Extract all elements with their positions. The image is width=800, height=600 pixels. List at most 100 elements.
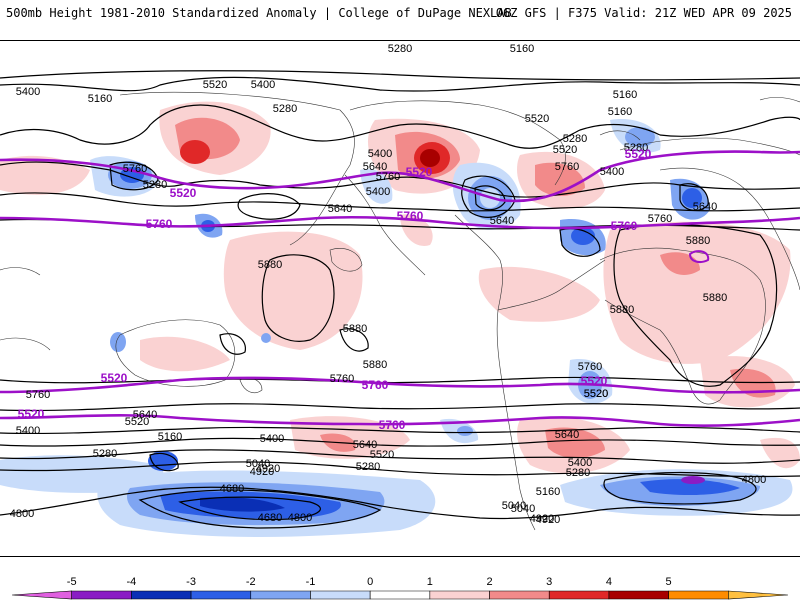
contour-label: 5880: [686, 235, 710, 247]
contour-label: 5520: [170, 186, 197, 200]
contour-label: 5280: [566, 467, 590, 479]
contour-label: 5520: [370, 449, 394, 461]
colorbar-tick-label: -1: [306, 576, 316, 588]
colorbar-swatch: [489, 590, 550, 600]
contour-label: 5880: [703, 292, 727, 304]
colorbar-swatch: [429, 590, 490, 600]
colorbar-swatch: [728, 590, 789, 600]
contour-label: 5280: [563, 133, 587, 145]
contour-label: 5760: [648, 213, 672, 225]
contour-label: 5400: [568, 457, 592, 469]
colorbar-swatch: [11, 590, 72, 600]
contour-label: 5280: [93, 448, 117, 460]
colorbar-tick-label: 3: [546, 576, 552, 588]
contour-label: 5760: [146, 217, 173, 231]
contour-label: 5760: [555, 161, 579, 173]
contour-label: 4800: [10, 508, 34, 520]
contour-label: 5040: [502, 500, 526, 512]
contour-label: 5280: [143, 179, 167, 191]
colorbar-swatch: [71, 590, 132, 600]
contour-label: 5160: [510, 43, 534, 55]
colorbar-tick-label: 0: [367, 576, 373, 588]
contour-label: 4920: [256, 463, 280, 475]
contour-label: 5880: [363, 359, 387, 371]
contour-label: 5640: [328, 203, 352, 215]
contour-label: 5520: [553, 144, 577, 156]
contour-label: 5520: [625, 147, 652, 161]
contour-label: 5040: [511, 503, 535, 515]
colorbar-tick-label: 5: [666, 576, 672, 588]
colorbar-swatches: [11, 590, 789, 600]
contour-label: 5640: [693, 201, 717, 213]
contour-label: 5760: [376, 171, 400, 183]
contour-label: 5400: [366, 186, 390, 198]
contour-label: 5760: [611, 219, 638, 233]
contour-label: 5880: [610, 304, 634, 316]
contour-label: 5280: [388, 43, 412, 55]
contour-label: 5520: [581, 374, 608, 388]
contour-label: 5280: [273, 103, 297, 115]
contour-label: 5520: [101, 371, 128, 385]
contour-label: 5520: [525, 113, 549, 125]
model-run-info: 06Z GFS | F375 Valid: 21Z WED APR 09 202…: [495, 6, 792, 20]
contour-label: 5280: [356, 461, 380, 473]
colorbar-tick-label: 2: [486, 576, 492, 588]
colorbar-tick-label: 4: [606, 576, 612, 588]
contour-label: 5400: [600, 166, 624, 178]
reference-contour-labels: 5520576055205760552057605760552055205760…: [18, 147, 652, 432]
contour-label: 5160: [613, 89, 637, 101]
contour-label: 5160: [88, 93, 112, 105]
contour-label: 5160: [158, 431, 182, 443]
contour-label: 5640: [133, 409, 157, 421]
contour-label: 4800: [742, 474, 766, 486]
contour-label: 5040: [246, 458, 270, 470]
contour-label: 5280: [624, 142, 648, 154]
anomaly-map: 5280 516051605280540051605520540052805640…: [0, 43, 800, 537]
coastlines: [0, 91, 800, 531]
colorbar-tick-label: -5: [67, 576, 77, 588]
contour-label: 5880: [343, 323, 367, 335]
contour-label: 5400: [16, 425, 40, 437]
contour-label: 5760: [362, 378, 389, 392]
contour-label: 5760: [379, 418, 406, 432]
colorbar-swatch: [190, 590, 252, 600]
contour-label: 5520: [584, 388, 608, 400]
contour-label: 5520: [125, 416, 149, 428]
colorbar-swatch: [310, 590, 371, 600]
contour-label: 4680: [220, 483, 244, 495]
contour-label: 4800: [288, 512, 312, 524]
contour-label: 5160: [536, 486, 560, 498]
contour-label: 5640: [555, 429, 579, 441]
contour-label: 5760: [397, 209, 424, 223]
contour-label: 5640: [353, 439, 377, 451]
contour-label: 5400: [251, 79, 275, 91]
contour-label: 5520: [406, 165, 433, 179]
map-title: 500mb Height 1981-2010 Standardized Anom…: [6, 6, 512, 20]
colorbar-swatch: [548, 590, 610, 600]
contour-label: 5640: [490, 215, 514, 227]
colorbar-swatch: [608, 590, 669, 600]
colorbar-tick-label: 1: [427, 576, 433, 588]
contour-label: 5400: [260, 433, 284, 445]
colorbar-tick-label: -2: [246, 576, 256, 588]
colorbar-swatch: [250, 590, 311, 600]
contour-label: 4680: [258, 512, 282, 524]
colorbar-swatch: [369, 590, 431, 600]
reference-contours: [0, 150, 800, 427]
contour-label: 5520: [18, 407, 45, 421]
colorbar: -5 -4 -3 -2 -1 0 1 2 3 4 5: [11, 576, 789, 600]
contour-label: 5520: [203, 79, 227, 91]
contour-label: 5760: [26, 389, 50, 401]
contour-label: 5400: [368, 148, 392, 160]
map-frame: [0, 40, 800, 557]
contour-label: 5160: [608, 106, 632, 118]
contour-label: 5520: [584, 388, 608, 400]
contour-label: 5760: [123, 163, 147, 175]
colorbar-tick-label: -3: [186, 576, 196, 588]
contour-label: 4920: [530, 513, 554, 525]
contour-label: 5640: [363, 161, 387, 173]
colorbar-tick-label: -4: [126, 576, 136, 588]
colorbar-tick-labels: -5 -4 -3 -2 -1 0 1 2 3 4 5: [67, 576, 672, 588]
contour-label: 5760: [578, 361, 602, 373]
contour-label: 4920: [536, 514, 560, 526]
